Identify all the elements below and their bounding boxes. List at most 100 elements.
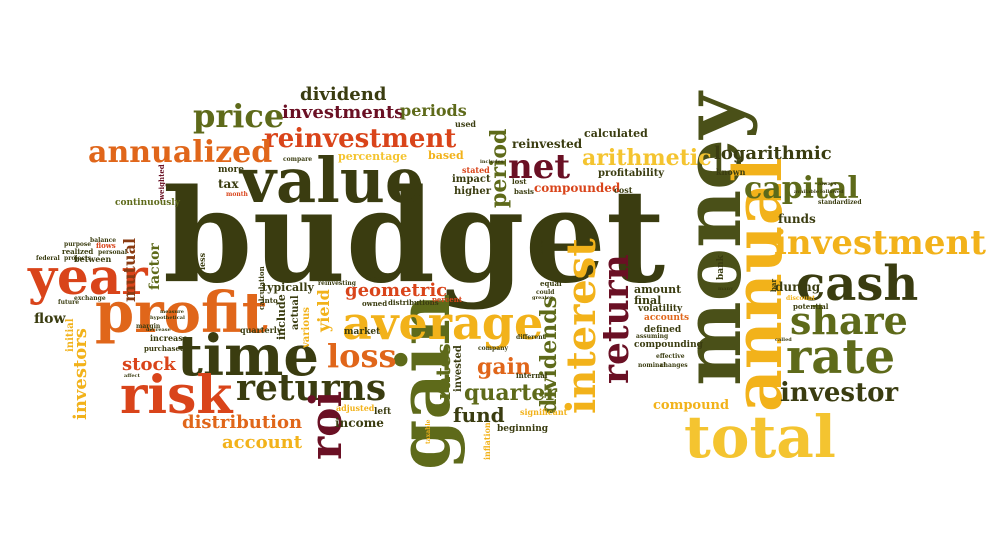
word-discount: discount xyxy=(786,295,816,302)
word-federal: federal xyxy=(36,255,60,262)
word-price: price xyxy=(193,97,285,135)
word-greater: greater xyxy=(532,295,553,301)
word-total: total xyxy=(684,403,836,471)
word-higher: higher xyxy=(454,186,491,197)
word-distributions: distributions xyxy=(388,298,439,307)
word-owned: owned xyxy=(362,299,388,308)
word-defined: defined xyxy=(644,325,682,335)
word-always: always xyxy=(818,181,837,187)
word-projects: projects xyxy=(64,255,92,262)
word-mutual: mutual xyxy=(120,237,139,302)
word-risk: risk xyxy=(120,365,233,426)
word-increase: increase xyxy=(150,333,188,343)
word-factor: factor xyxy=(147,243,163,290)
word-tax: tax xyxy=(218,177,239,191)
word-beginning: beginning xyxy=(497,424,549,434)
word-volatility: volatility xyxy=(638,304,683,314)
word-reinvestment: reinvestment xyxy=(264,124,457,154)
word-balance: balance xyxy=(90,237,117,244)
word-period: period xyxy=(486,128,512,208)
word-fund: fund xyxy=(453,403,505,427)
word-reinvesting: reinvesting xyxy=(318,280,356,287)
word-final: final xyxy=(634,294,662,307)
word-geometric: geometric xyxy=(345,280,448,301)
word-returns: returns xyxy=(236,367,387,409)
word-assuming: assuming xyxy=(636,333,669,340)
word-adjusted: adjusted xyxy=(336,403,375,413)
word-funds: funds xyxy=(778,212,816,226)
word-average: average xyxy=(342,296,544,350)
word-stated: stated xyxy=(462,165,490,175)
word-impact: impact xyxy=(452,174,491,185)
word-stock: stock xyxy=(122,354,176,375)
word-internal: internal xyxy=(516,371,548,380)
word-amount: amount xyxy=(634,283,682,296)
word-gain-small: gain xyxy=(477,354,531,380)
word-quarterly: quarterly xyxy=(240,325,282,335)
word-profit: profit xyxy=(95,280,268,346)
word-compounding: compounding xyxy=(634,340,703,350)
word-significant: significant xyxy=(520,407,568,417)
word-compound: compound xyxy=(653,398,730,413)
word-inflation: inflation xyxy=(482,422,492,460)
word-profitability: profitability xyxy=(598,168,665,179)
word-cash: cash xyxy=(796,256,919,312)
word-rates: rates xyxy=(431,343,455,400)
word-arithmetic: arithmetic xyxy=(582,145,712,171)
word-margin: margin xyxy=(136,323,161,330)
word-basis: basis xyxy=(514,187,534,196)
word-known: known xyxy=(716,167,746,177)
word-purpose: purpose xyxy=(64,241,92,248)
word-initial: initial xyxy=(65,318,76,352)
word-capital: capital xyxy=(744,171,859,206)
word-account: account xyxy=(222,432,303,453)
word-between: between xyxy=(74,254,112,264)
word-personal: personal xyxy=(98,249,128,256)
word-dividend: dividend xyxy=(300,84,387,105)
word-typically: typically xyxy=(262,281,314,294)
word-includes: includes xyxy=(480,159,504,165)
word-investments: investments xyxy=(282,102,405,123)
word-net: net xyxy=(508,147,571,187)
word-potential: potential xyxy=(793,302,829,311)
word-percentage: percentage xyxy=(338,150,408,163)
word-invested: invested xyxy=(453,345,464,392)
word-used: used xyxy=(455,119,477,129)
word-income: income xyxy=(335,416,384,430)
word-could: could xyxy=(536,289,555,296)
word-decrease: decrease xyxy=(146,327,171,333)
word-time: time xyxy=(177,323,320,389)
word-yield: yield xyxy=(314,289,333,332)
word-percent: percent xyxy=(432,295,463,304)
word-based: based xyxy=(428,149,464,162)
word-standardized: standardized xyxy=(818,199,862,206)
word-compounded: compounded xyxy=(534,181,621,195)
word-company: company xyxy=(478,345,508,352)
word-many: many xyxy=(718,286,734,292)
word-year: year xyxy=(28,247,148,306)
word-available: available xyxy=(794,189,819,195)
word-reinvested: reinvested xyxy=(512,137,583,151)
word-equal: equal xyxy=(540,279,562,288)
word-compare: compare xyxy=(283,156,313,163)
word-return: return xyxy=(595,254,637,384)
word-called: called xyxy=(775,337,792,343)
word-flows: flows xyxy=(96,241,116,250)
word-left: left xyxy=(374,407,392,417)
word-purchased: purchased xyxy=(144,344,185,353)
word-taxable: taxable xyxy=(425,419,432,444)
word-continuously: continuously xyxy=(115,198,180,208)
word-during: during xyxy=(775,280,821,294)
word-below: below xyxy=(539,239,545,256)
word-lost: lost xyxy=(512,177,527,186)
word-value: value xyxy=(240,144,425,217)
word-bar: bar xyxy=(769,278,778,292)
word-investment: investment xyxy=(774,223,986,263)
word-budget: budget xyxy=(163,162,666,312)
word-share: share xyxy=(790,298,908,343)
word-month: month xyxy=(226,191,248,198)
word-into: into xyxy=(262,296,278,305)
word-followed: followed xyxy=(820,189,844,195)
word-nominal: nominal xyxy=(638,362,666,369)
